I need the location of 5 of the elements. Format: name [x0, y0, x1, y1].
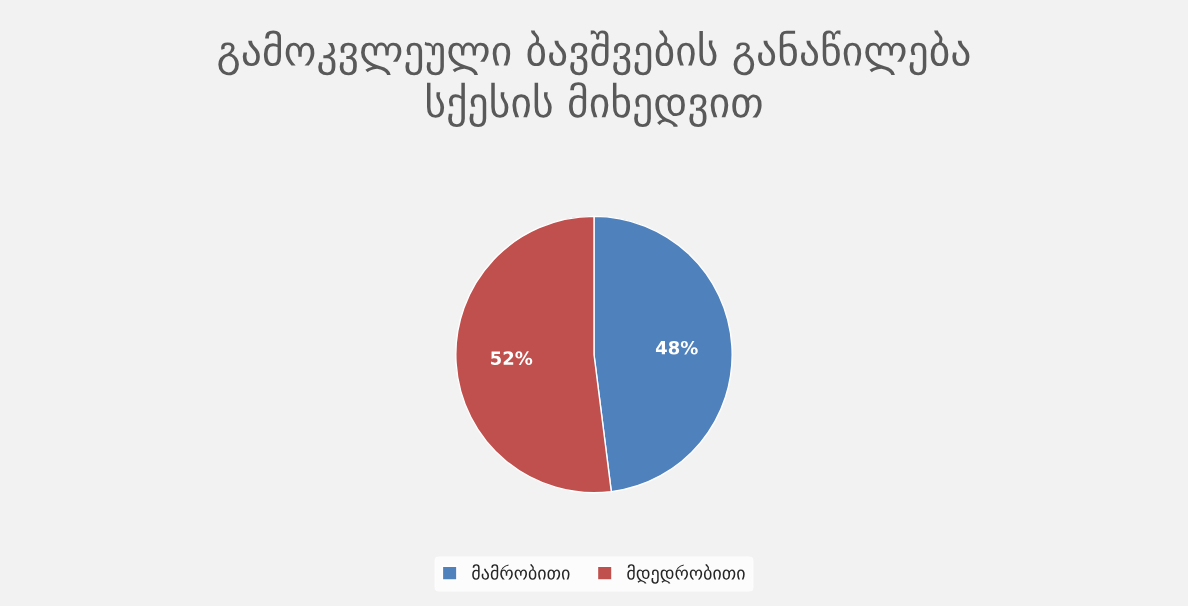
- legend-label: მდედრობითი: [627, 564, 745, 584]
- chart-title: გამოკვლეული ბავშვების განაწილება სქესის მიხედვით: [218, 30, 970, 127]
- legend-label: მამრობითი: [472, 564, 570, 580]
- data-label: 48%: [655, 340, 698, 355]
- data-label: 52%: [491, 351, 533, 365]
